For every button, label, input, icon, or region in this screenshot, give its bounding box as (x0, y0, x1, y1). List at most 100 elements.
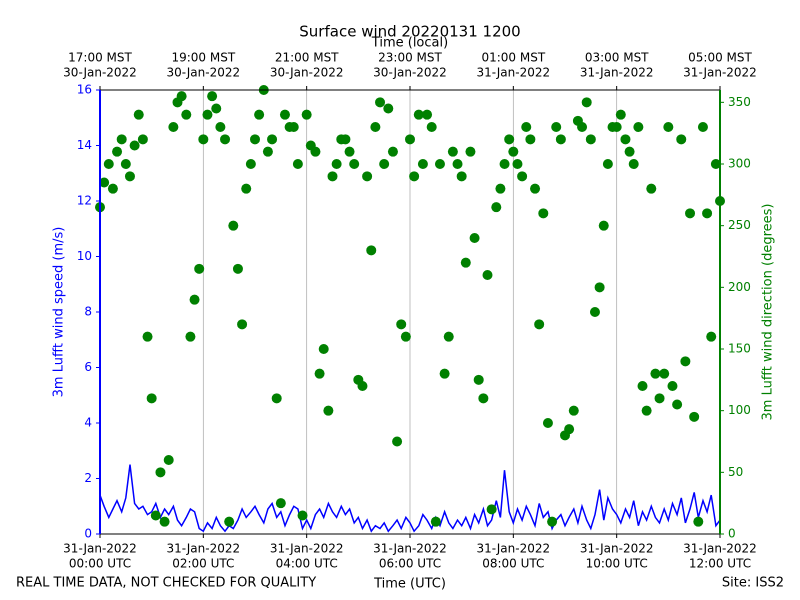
direction-dot (530, 183, 541, 194)
y-tick-label: 14 (77, 138, 92, 152)
direction-dot (628, 159, 639, 169)
direction-dot (392, 436, 403, 447)
direction-dot (349, 159, 360, 169)
direction-dot (637, 381, 648, 391)
direction-dot (508, 146, 519, 157)
direction-dot (262, 146, 273, 157)
direction-dot (383, 103, 394, 114)
direction-dot (452, 159, 463, 169)
x-tick-label: 06:00 UTC (379, 557, 441, 571)
direction-dot (542, 418, 553, 428)
direction-dot (633, 122, 644, 132)
direction-dot (310, 146, 321, 157)
direction-dot (318, 344, 329, 354)
direction-dot (568, 405, 579, 416)
y-tick-label: 4 (84, 416, 92, 430)
direction-dot (370, 122, 381, 132)
y2-axis-label: 3m Lufft wind direction (degrees) (761, 204, 776, 421)
direction-dot (168, 122, 179, 132)
x2-tick-label: 31-Jan-2022 (683, 66, 757, 80)
direction-dot (615, 109, 626, 120)
y-tick-label: 10 (77, 249, 92, 263)
direction-dot (512, 159, 523, 169)
x2-tick-label: 21:00 MST (275, 51, 339, 65)
direction-dot (99, 177, 110, 188)
direction-dot (469, 233, 480, 243)
direction-dot (400, 331, 411, 342)
direction-dot (685, 208, 696, 219)
direction-dot (137, 134, 148, 145)
x-axis-label: Time (UTC) (373, 577, 446, 592)
x-tick-label: 31-Jan-2022 (270, 542, 344, 556)
direction-dot (228, 220, 239, 231)
x2-tick-label: 19:00 MST (171, 51, 235, 65)
direction-dot (133, 109, 144, 120)
direction-dot (672, 399, 683, 410)
direction-dot (667, 381, 678, 391)
direction-dot (107, 183, 118, 194)
y2-tick-label: 150 (728, 342, 751, 356)
x-tick-label: 31-Jan-2022 (683, 542, 757, 556)
direction-dot (581, 97, 592, 108)
y-axis-label: 3m Lufft wind speed (m/s) (52, 227, 67, 398)
y2-tick-label: 50 (728, 465, 743, 479)
direction-dot (551, 122, 562, 132)
direction-dot (207, 91, 218, 102)
x2-axis-label: Time (local) (371, 36, 448, 51)
x-tick-label: 00:00 UTC (69, 557, 131, 571)
x-tick-label: 31-Jan-2022 (580, 542, 654, 556)
x2-tick-label: 23:00 MST (378, 51, 442, 65)
direction-dot (387, 146, 398, 157)
direction-dot (124, 171, 135, 182)
direction-dot (499, 159, 510, 169)
speed-line (99, 464, 721, 533)
direction-dot (430, 516, 441, 527)
direction-dot (142, 331, 153, 342)
direction-dot (301, 109, 312, 120)
direction-dot (473, 374, 484, 385)
direction-dot (232, 263, 243, 274)
direction-dot (159, 516, 170, 527)
direction-dot (482, 270, 493, 280)
direction-dot (534, 319, 545, 330)
direction-dot (198, 134, 209, 145)
direction-dot (279, 109, 290, 120)
direction-dot (254, 109, 265, 120)
direction-dot (594, 282, 605, 293)
direction-dot (185, 331, 196, 342)
direction-dot (650, 368, 661, 379)
direction-dot (434, 159, 445, 169)
direction-dot (689, 411, 700, 422)
y2-tick-label: 300 (728, 157, 751, 171)
x2-tick-label: 31-Jan-2022 (580, 66, 654, 80)
direction-dot (409, 171, 420, 182)
direction-dot (181, 109, 192, 120)
direction-dot (146, 393, 157, 404)
direction-dot (693, 516, 704, 527)
y-tick-label: 16 (77, 83, 92, 97)
direction-dot (396, 319, 407, 330)
y2-tick-label: 0 (728, 527, 736, 541)
direction-dot (495, 183, 506, 194)
direction-dot (547, 516, 558, 527)
x-tick-label: 08:00 UTC (482, 557, 544, 571)
y2-tick-label: 350 (728, 95, 751, 109)
x2-tick-label: 17:00 MST (68, 51, 132, 65)
x2-tick-label: 30-Jan-2022 (373, 66, 447, 80)
y-tick-label: 6 (84, 360, 92, 374)
direction-dot (676, 134, 687, 145)
y-tick-label: 12 (77, 194, 92, 208)
direction-dot (288, 122, 299, 132)
direction-dot (194, 263, 205, 274)
direction-dot (271, 393, 282, 404)
direction-dot (641, 405, 652, 416)
y2-tick-label: 100 (728, 403, 751, 417)
x-tick-label: 31-Jan-2022 (477, 542, 551, 556)
direction-dot (538, 208, 549, 219)
y-tick-label: 2 (84, 471, 92, 485)
direction-dot (375, 97, 386, 108)
direction-dot (211, 103, 222, 114)
direction-dot (443, 331, 454, 342)
direction-dot (357, 381, 368, 391)
